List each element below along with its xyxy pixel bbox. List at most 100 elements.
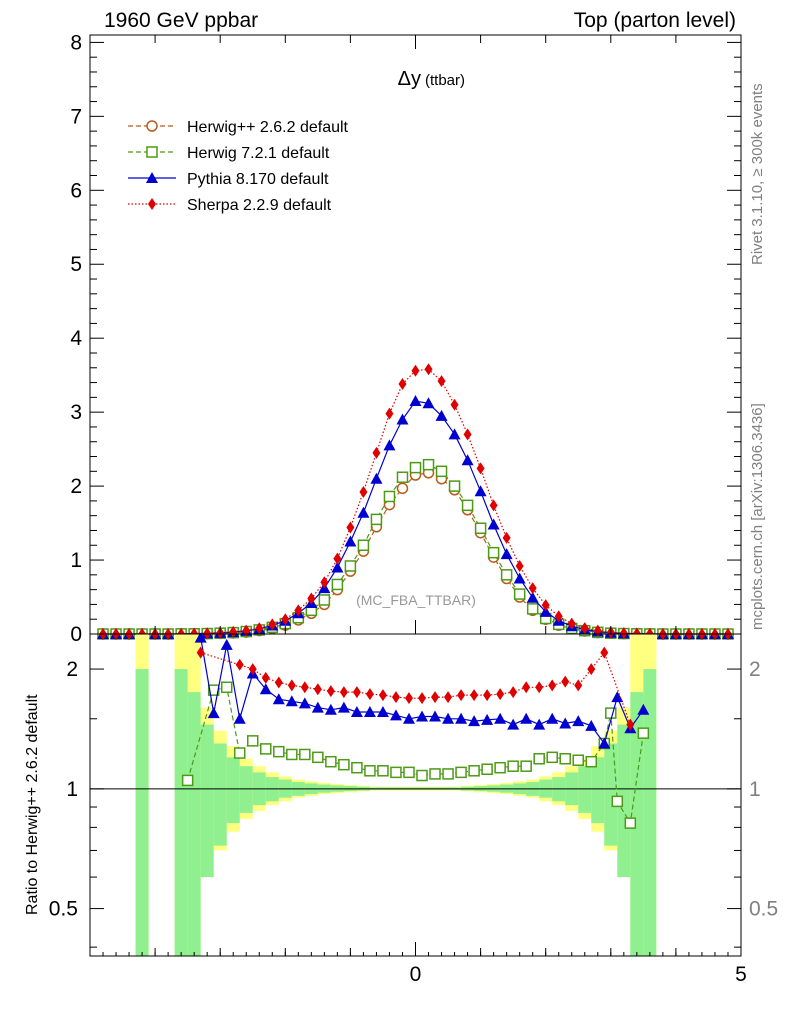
ratio-point-s2	[300, 681, 309, 694]
data-point-s1	[513, 588, 526, 600]
ratio-point-s2	[378, 689, 387, 702]
data-point-s1	[357, 539, 370, 552]
data-point-s3	[320, 576, 329, 589]
ratio-point-s1	[585, 719, 598, 731]
data-point-s3	[502, 531, 511, 544]
ratio-point-s0	[325, 755, 337, 768]
ratio-point-s0	[181, 774, 194, 787]
ratio-point-s0	[207, 684, 220, 696]
ratio-point-s0	[429, 768, 441, 780]
ratio-point-s1	[337, 701, 350, 713]
data-point-s2	[513, 572, 526, 584]
data-point-s2	[435, 409, 448, 421]
ratio-point-s2	[287, 679, 296, 692]
data-point-s0	[396, 482, 409, 495]
ratio-point-s1	[402, 712, 415, 724]
data-point-s2	[422, 397, 435, 409]
legend-label: Herwig++ 2.6.2 default	[187, 119, 349, 136]
ratio-y-axis: 0.5 0.5 1 1 2 2	[49, 658, 778, 948]
data-point-s1	[370, 513, 383, 526]
uncertainty-band-green	[239, 766, 253, 813]
ratio-point-s1	[429, 710, 442, 722]
ratio-point-s0	[312, 751, 324, 764]
ratio-y-tick-label-right: 2	[749, 658, 761, 681]
ratio-point-s2	[418, 692, 427, 705]
data-point-s1	[448, 480, 461, 492]
ratio-point-s1	[285, 695, 298, 707]
uncertainty-band-green	[187, 692, 201, 956]
ratio-point-s2	[626, 718, 635, 731]
ratio-point-s0	[416, 769, 428, 782]
uncertainty-band-green	[578, 766, 592, 813]
ratio-point-s0	[637, 727, 650, 739]
ratio-point-s0	[507, 760, 519, 772]
data-point-s1	[409, 461, 422, 474]
data-point-s2	[383, 439, 396, 451]
ratio-point-s2	[600, 646, 609, 659]
ratio-point-s2	[404, 692, 413, 705]
main-plot-panel: 0 1 2 3 4 5 6 7 8 Δy (ttbar) (MC_FBA_TTBAR) Herw…	[70, 31, 742, 646]
ratio-point-s1	[611, 691, 624, 703]
ratio-y-axis-label: Ratio to Herwig++ 2.6.2 default	[24, 694, 41, 915]
ratio-y-tick-label: 2	[66, 658, 78, 681]
data-point-s3	[411, 364, 420, 377]
ratio-point-s2	[587, 663, 596, 676]
data-point-s2	[500, 548, 513, 560]
ratio-point-s1	[389, 709, 402, 721]
legend-label: Herwig 7.2.1 default	[187, 145, 330, 162]
uncertainty-band-green	[604, 743, 618, 846]
data-point-s3	[437, 375, 446, 388]
legend-marker	[146, 120, 158, 132]
ratio-y-tick-label: 1	[66, 778, 78, 801]
x-tick-label: 0	[410, 963, 422, 986]
ratio-point-s2	[274, 676, 283, 689]
ratio-point-s1	[233, 712, 246, 724]
ratio-point-s1	[494, 712, 507, 724]
ratio-point-s0	[494, 761, 506, 774]
y-tick-label: 2	[70, 475, 82, 498]
ratio-point-s1	[311, 701, 324, 713]
data-point-s3	[294, 604, 303, 617]
ratio-point-s2	[196, 646, 205, 659]
ratio-point-s2	[326, 685, 335, 698]
ratio-point-s2	[391, 691, 400, 704]
analysis-watermark: (MC_FBA_TTBAR)	[356, 592, 476, 608]
ratio-point-s2	[457, 689, 466, 702]
data-point-s3	[528, 582, 537, 595]
y-tick-label: 6	[70, 179, 82, 202]
ratio-point-s1	[259, 683, 272, 695]
y-tick-label: 7	[70, 105, 82, 128]
ratio-point-s2	[509, 686, 518, 699]
ratio-point-s2	[261, 671, 270, 684]
legend-marker	[148, 198, 156, 210]
data-point-s1	[526, 603, 539, 615]
ratio-point-s2	[470, 689, 479, 702]
ratio-point-s2	[496, 688, 505, 701]
ratio-point-s0	[338, 758, 350, 771]
ratio-point-s1	[324, 703, 337, 715]
ratio-point-s2	[548, 679, 557, 692]
ratio-point-s1	[376, 705, 389, 717]
header-right: Top (parton level)	[574, 9, 736, 32]
data-point-s2	[526, 591, 539, 603]
legend-marker	[146, 172, 158, 183]
data-point-s3	[463, 428, 472, 441]
ratio-point-s0	[403, 766, 415, 779]
mcplots-label: mcplots.cern.ch [arXiv:1306.3436]	[749, 403, 766, 630]
data-point-s3	[398, 378, 407, 391]
data-point-s3	[203, 627, 212, 640]
uncertainty-band-green	[200, 724, 214, 878]
ratio-point-s1	[272, 693, 285, 705]
ratio-point-s1	[546, 712, 559, 724]
data-point-s3	[307, 592, 316, 605]
data-point-s2	[461, 454, 474, 466]
data-point-s2	[474, 485, 487, 497]
ratio-point-s0	[546, 751, 558, 764]
ratio-point-s0	[611, 795, 624, 808]
uncertainty-band-green	[617, 724, 631, 878]
data-point-s3	[515, 559, 524, 572]
legend: Herwig++ 2.6.2 default Herwig 7.2.1 defau…	[128, 119, 349, 214]
